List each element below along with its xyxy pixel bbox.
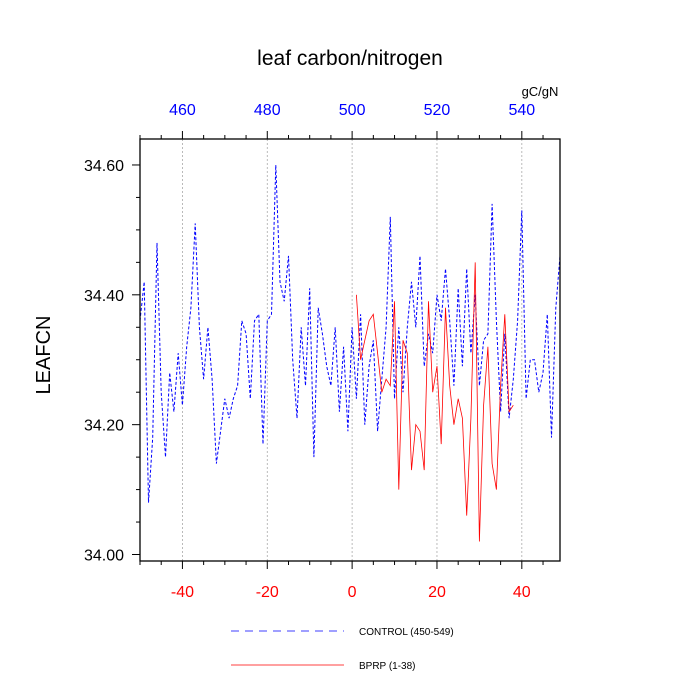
x-tick-label: 20 (428, 584, 446, 601)
chart-title: leaf carbon/nitrogen (257, 47, 443, 70)
top-tick-label: 520 (424, 102, 451, 119)
series-line-1 (356, 262, 514, 542)
x-tick-label: -20 (256, 584, 279, 601)
top-tick-label: 480 (254, 102, 281, 119)
legend-label-0: CONTROL (450-549) (359, 627, 454, 638)
top-tick-label: 500 (339, 102, 366, 119)
axis-ticks: -40 -20 0 20 40 460 480 500 520 540 34.00 34.20 34.4… (84, 102, 544, 601)
legend-label-1: BPRP (1-38) (359, 661, 416, 672)
x-tick-label: 0 (348, 584, 357, 601)
x-tick-label: -40 (171, 584, 194, 601)
units-label: gC/gN (522, 84, 559, 99)
series-layer (139, 164, 561, 542)
top-tick-label: 460 (169, 102, 196, 119)
y-tick-label: 34.60 (84, 158, 124, 175)
plot-frame (139, 138, 561, 562)
top-tick-label: 540 (508, 102, 535, 119)
y-tick-label: 34.20 (84, 418, 124, 435)
y-tick-label: 34.00 (84, 548, 124, 565)
legend: CONTROL (450-549) BPRP (1-38) (231, 627, 454, 672)
y-axis-label: LEAFCN (33, 316, 55, 395)
series-line-0 (139, 164, 561, 503)
x-tick-label: 40 (513, 584, 531, 601)
y-tick-label: 34.40 (84, 288, 124, 305)
